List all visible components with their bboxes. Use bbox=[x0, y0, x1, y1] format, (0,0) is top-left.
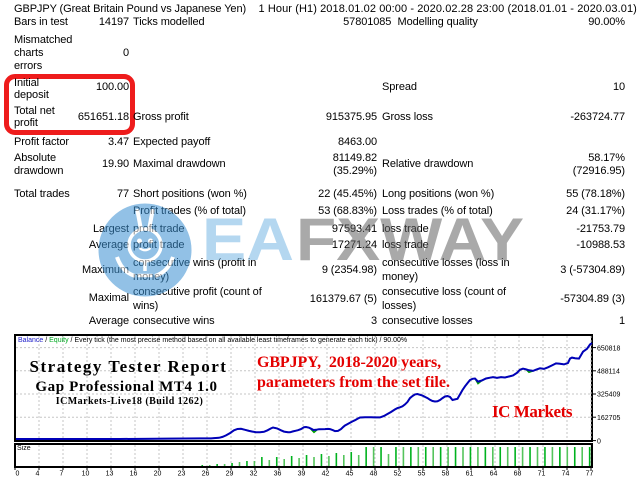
svg-text:20: 20 bbox=[154, 471, 162, 478]
svg-text:74: 74 bbox=[562, 471, 570, 478]
svg-text:13: 13 bbox=[106, 471, 114, 478]
svg-text:7: 7 bbox=[60, 471, 64, 478]
svg-text:42: 42 bbox=[322, 471, 330, 478]
svg-text:16: 16 bbox=[130, 471, 138, 478]
svg-text:45: 45 bbox=[346, 471, 354, 478]
svg-text:0: 0 bbox=[16, 471, 20, 478]
svg-text:0: 0 bbox=[597, 438, 601, 445]
svg-text:650818: 650818 bbox=[597, 345, 620, 352]
svg-text:58: 58 bbox=[442, 471, 450, 478]
svg-text:39: 39 bbox=[298, 471, 306, 478]
svg-text:32: 32 bbox=[250, 471, 258, 478]
svg-text:488114: 488114 bbox=[597, 369, 620, 376]
svg-text:29: 29 bbox=[226, 471, 234, 478]
svg-text:61: 61 bbox=[466, 471, 474, 478]
svg-text:52: 52 bbox=[394, 471, 402, 478]
svg-text:325409: 325409 bbox=[597, 392, 620, 399]
svg-text:68: 68 bbox=[514, 471, 522, 478]
svg-text:162705: 162705 bbox=[597, 415, 620, 422]
svg-text:77: 77 bbox=[586, 471, 594, 478]
svg-text:64: 64 bbox=[490, 471, 498, 478]
svg-text:55: 55 bbox=[418, 471, 426, 478]
svg-text:10: 10 bbox=[82, 471, 90, 478]
svg-text:71: 71 bbox=[538, 471, 546, 478]
svg-text:26: 26 bbox=[202, 471, 210, 478]
svg-text:36: 36 bbox=[274, 471, 282, 478]
svg-text:4: 4 bbox=[36, 471, 40, 478]
svg-text:48: 48 bbox=[370, 471, 378, 478]
svg-text:23: 23 bbox=[178, 471, 186, 478]
